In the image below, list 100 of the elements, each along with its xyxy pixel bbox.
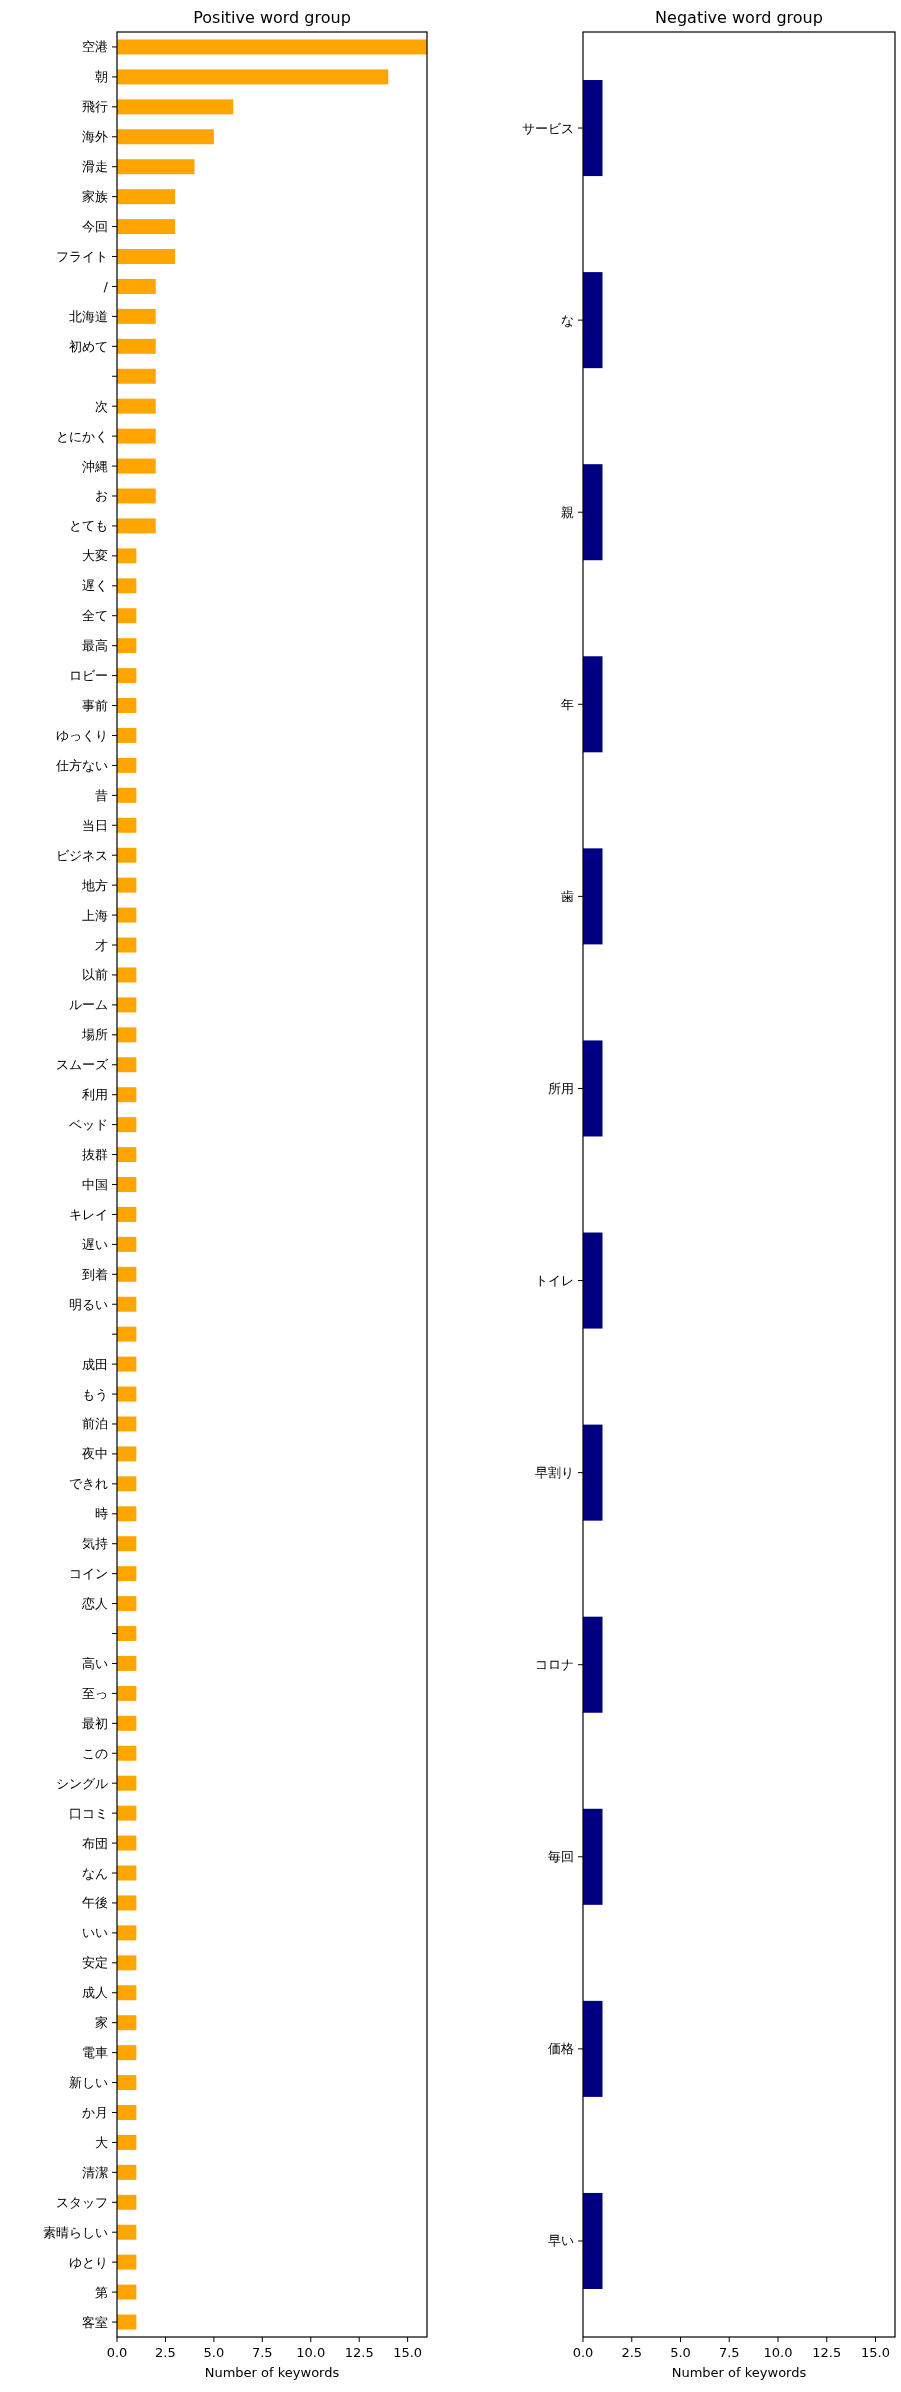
y-tick-label: 才 <box>95 937 108 953</box>
y-tick-label: 到着 <box>82 1266 108 1282</box>
bar <box>117 757 137 773</box>
y-tick-label: スムーズ <box>56 1057 109 1073</box>
bar <box>117 2105 137 2120</box>
bar <box>117 2015 137 2031</box>
bar <box>117 1925 137 1941</box>
bar <box>117 1416 137 1432</box>
bar <box>117 1446 137 1462</box>
y-tick-label: 事前 <box>82 698 108 714</box>
bar <box>117 1715 137 1731</box>
y-tick-label: いい <box>82 1925 108 1941</box>
y-tick-label: 親 <box>561 504 574 520</box>
x-tick-label: 0.0 <box>572 2345 594 2360</box>
y-tick-label: 家 <box>95 2015 108 2031</box>
y-tick-label: 時 <box>95 1506 108 1522</box>
y-tick-label: 今回 <box>82 219 108 235</box>
y-tick-label: 前泊 <box>82 1416 108 1432</box>
bar <box>117 1596 137 1612</box>
y-tick-label: 年 <box>561 696 574 712</box>
bar <box>117 1685 137 1701</box>
y-tick-label: 利用 <box>82 1087 108 1103</box>
y-tick-label: 第 <box>95 2284 108 2300</box>
bar <box>117 1117 137 1133</box>
y-tick-label: 全て <box>82 608 108 624</box>
bar <box>117 1147 137 1163</box>
bar <box>117 907 137 923</box>
bar <box>117 1266 137 1282</box>
x-tick-label: 7.5 <box>251 2345 273 2360</box>
x-tick-label: 5.0 <box>203 2345 225 2360</box>
y-tick-label: 中国 <box>82 1177 108 1192</box>
y-tick-label: 価格 <box>548 2041 574 2057</box>
y-tick-label: 成人 <box>82 1985 108 2001</box>
y-tick-label: 高い <box>82 1655 108 1671</box>
y-tick-label: もう <box>82 1386 108 1402</box>
bar <box>117 99 234 115</box>
x-tick-label: 12.5 <box>344 2345 374 2360</box>
bar <box>117 578 137 594</box>
bar <box>117 1177 137 1192</box>
bar <box>117 638 137 654</box>
y-tick-label: 毎回 <box>548 1849 574 1865</box>
y-tick-label: トイレ <box>535 1273 574 1289</box>
bar <box>117 1326 137 1342</box>
bar <box>117 1296 137 1312</box>
bar <box>117 2075 137 2091</box>
bar <box>117 1087 137 1103</box>
bar <box>117 1476 137 1492</box>
bar <box>117 668 137 684</box>
bar <box>117 1206 137 1222</box>
bar <box>117 1386 137 1402</box>
y-tick-label: 歯 <box>561 888 574 904</box>
x-tick-label: 10.0 <box>763 2345 793 2360</box>
y-tick-label: 恋人 <box>81 1596 108 1612</box>
y-tick-label: 大変 <box>82 548 108 564</box>
y-tick-label: 以前 <box>82 967 108 983</box>
y-tick-label: スタッフ <box>56 2194 108 2210</box>
y-tick-label: 布団 <box>82 1835 108 1851</box>
bar <box>117 817 137 833</box>
bar <box>117 129 214 145</box>
y-tick-label: 明るい <box>69 1296 108 1312</box>
y-tick-label: 北海道 <box>69 308 108 324</box>
bar <box>117 2254 137 2270</box>
x-tick-label: 5.0 <box>670 2345 691 2360</box>
y-tick-label: ビジネス <box>56 847 108 863</box>
y-tick-label: / <box>103 278 109 294</box>
y-tick-label: 客室 <box>82 2314 108 2330</box>
y-tick-label: サービス <box>522 120 574 136</box>
bar <box>117 2314 137 2330</box>
bar <box>117 488 156 504</box>
bar <box>117 189 176 205</box>
y-tick-label: 安定 <box>82 1955 108 1971</box>
y-tick-label: 朝 <box>95 69 108 85</box>
y-tick-label: 成田 <box>82 1356 108 1372</box>
bar <box>117 2134 137 2150</box>
y-tick-label: 気持 <box>82 1536 108 1552</box>
bar <box>117 1955 137 1971</box>
y-tick-label: 早割り <box>535 1465 574 1481</box>
bar <box>117 2045 137 2061</box>
bar <box>117 219 176 235</box>
y-tick-label: 空港 <box>82 39 108 55</box>
bar <box>117 698 137 714</box>
x-tick-label: 7.5 <box>718 2345 740 2360</box>
x-axis-title: Number of keywords <box>671 2365 807 2380</box>
x-tick-label: 0.0 <box>106 2345 128 2360</box>
bar <box>117 1566 137 1582</box>
y-tick-label: ロビー <box>69 668 108 684</box>
bar <box>117 2164 137 2180</box>
bar <box>117 428 156 444</box>
bar <box>117 159 195 175</box>
y-tick-label: 当日 <box>82 817 108 833</box>
x-axis-title: Number of keywords <box>204 2365 340 2380</box>
y-tick-label: 抜群 <box>82 1147 108 1163</box>
y-tick-label: とにかく <box>56 428 108 444</box>
x-tick-label: 12.5 <box>812 2345 842 2360</box>
y-tick-label: お <box>95 488 108 504</box>
y-tick-label: キレイ <box>69 1206 108 1222</box>
y-tick-label: 飛行 <box>82 99 108 115</box>
y-tick-label: 滑走 <box>82 159 108 175</box>
y-tick-label: 素晴らしい <box>43 2224 108 2240</box>
x-tick-label: 15.0 <box>393 2345 423 2360</box>
